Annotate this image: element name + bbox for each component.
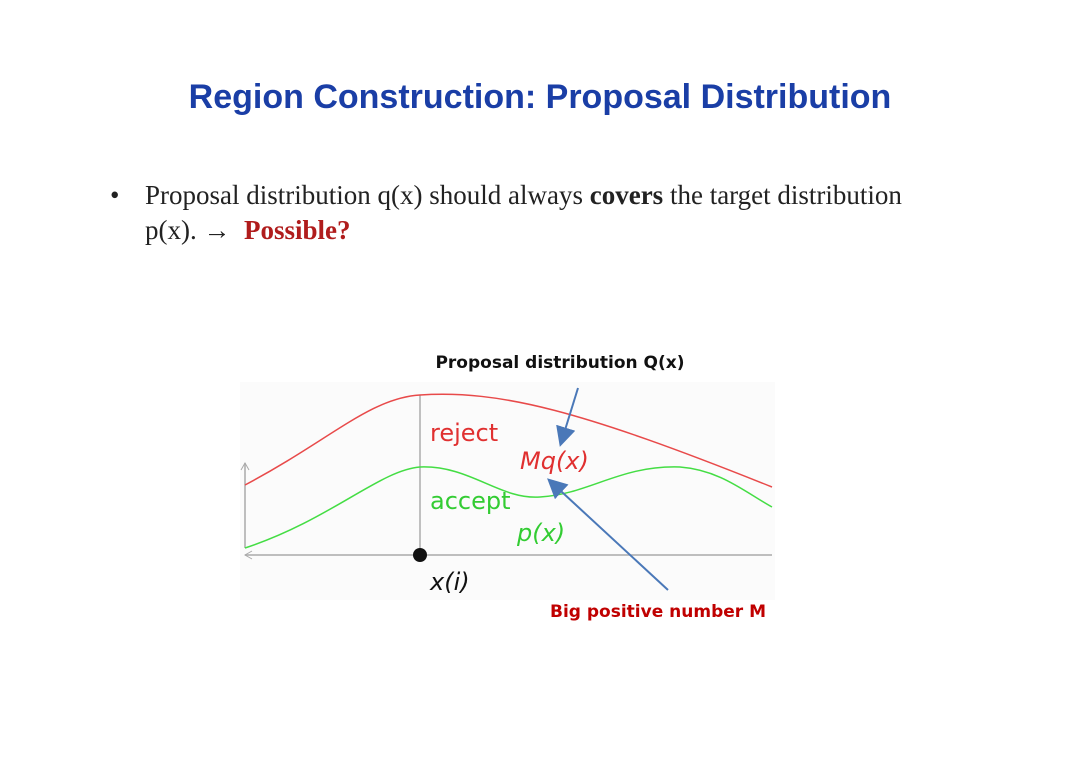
axis-arrow: [240, 461, 250, 471]
label-reject: reject: [430, 419, 498, 447]
bold-text: covers: [589, 180, 664, 210]
annotation: Proposal distribution Q(x): [435, 353, 684, 373]
label-xi: x(i): [429, 568, 470, 596]
annotation: Big positive number M: [550, 602, 766, 622]
sample-point: [413, 548, 427, 562]
annotation-arrow: [556, 387, 579, 447]
bullet-text: Proposal distribution q(x) should always…: [145, 178, 945, 248]
slide-title: Region Construction: Proposal Distributi…: [188, 78, 892, 116]
annotation-arrow: [547, 478, 669, 591]
text: the target distribution p(x).: [145, 180, 902, 245]
label-mq: Mq(x): [520, 447, 589, 475]
highlight: Possible?: [243, 215, 351, 245]
label-accept: accept: [430, 487, 511, 515]
target-curve: [244, 466, 773, 549]
arrow: →: [203, 215, 231, 245]
label-p: p(x): [516, 519, 565, 547]
bullet-marker: •: [110, 180, 120, 210]
plot-area: [240, 382, 775, 600]
axis-arrow: [243, 550, 253, 560]
text: Proposal distribution q(x) should always: [145, 180, 590, 210]
proposal-curve: [244, 393, 773, 488]
